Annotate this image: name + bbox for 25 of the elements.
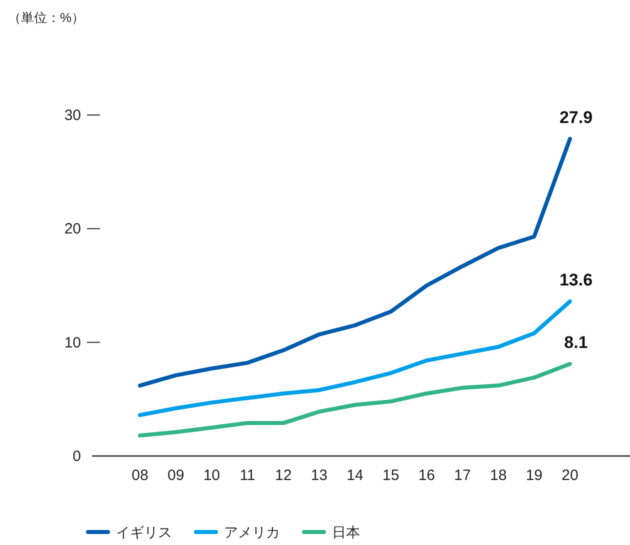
x-tick-label: 18	[490, 467, 507, 484]
data-label: 8.1	[564, 332, 588, 352]
x-tick-label: 09	[167, 467, 184, 484]
legend-label: 日本	[332, 524, 360, 540]
x-tick-label: 12	[274, 467, 292, 484]
line-series	[138, 362, 572, 438]
x-tick-label: 11	[240, 467, 256, 484]
x-tick-label: 16	[418, 467, 436, 484]
data-label: 13.6	[559, 270, 593, 290]
x-tick-label: 13	[310, 467, 328, 484]
x-tick-label: 08	[132, 467, 148, 484]
y-tick-label: 0	[72, 448, 81, 465]
y-tick-label: 20	[64, 220, 81, 238]
y-tick-label: 30	[64, 107, 81, 124]
x-tick-label: 14	[346, 467, 364, 484]
data-label: 27.9	[559, 108, 593, 127]
x-tick-label: 15	[382, 467, 400, 484]
y-tick-label: 10	[64, 334, 81, 352]
x-tick-label: 19	[526, 467, 543, 484]
chart-title: （単位：%）	[8, 10, 85, 25]
x-tick-label: 17	[454, 467, 471, 484]
legend-label: イギリス	[116, 524, 172, 540]
legend-label: アメリカ	[224, 524, 280, 540]
x-tick-label: 10	[203, 467, 220, 484]
x-tick-label: 20	[562, 467, 578, 484]
